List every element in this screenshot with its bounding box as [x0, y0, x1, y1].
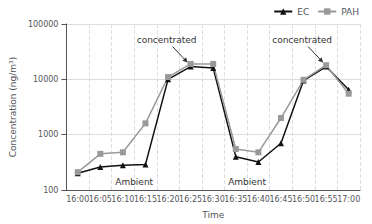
svg-text:100000: 100000 — [28, 20, 59, 29]
svg-text:Ambient: Ambient — [115, 177, 153, 187]
svg-text:16:55: 16:55 — [315, 195, 338, 204]
svg-text:16:25: 16:25 — [179, 195, 202, 204]
svg-text:PAH: PAH — [341, 7, 359, 17]
svg-text:10000: 10000 — [33, 75, 58, 84]
svg-text:Ambient: Ambient — [228, 177, 266, 187]
svg-text:concentrated: concentrated — [137, 35, 197, 45]
svg-text:16:35: 16:35 — [224, 195, 247, 204]
svg-text:EC: EC — [297, 7, 309, 17]
svg-text:16:40: 16:40 — [247, 195, 270, 204]
svg-text:16:00: 16:00 — [66, 195, 89, 204]
svg-text:16:20: 16:20 — [157, 195, 180, 204]
svg-text:17:00: 17:00 — [337, 195, 360, 204]
svg-text:16:45: 16:45 — [269, 195, 292, 204]
svg-text:100: 100 — [43, 186, 58, 195]
svg-text:Time: Time — [201, 210, 224, 220]
svg-text:16:15: 16:15 — [134, 195, 157, 204]
svg-text:16:05: 16:05 — [89, 195, 112, 204]
svg-text:1000: 1000 — [38, 130, 58, 139]
svg-text:16:50: 16:50 — [292, 195, 315, 204]
svg-text:Concentration (ng/m³): Concentration (ng/m³) — [8, 57, 18, 157]
svg-text:concentrated: concentrated — [272, 35, 332, 45]
svg-text:16:30: 16:30 — [202, 195, 225, 204]
svg-text:16:10: 16:10 — [111, 195, 134, 204]
